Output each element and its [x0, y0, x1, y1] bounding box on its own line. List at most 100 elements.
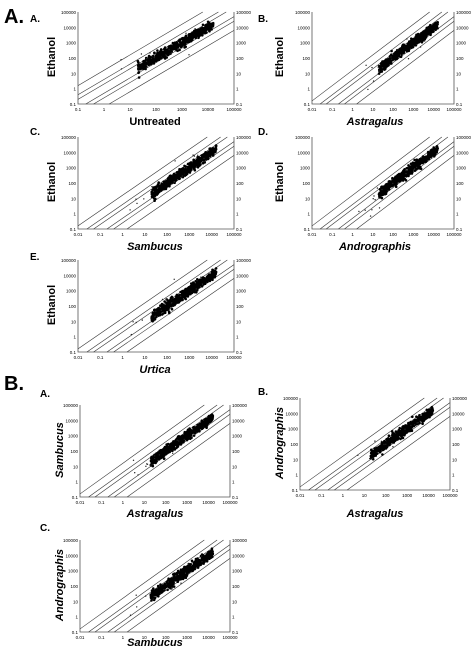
y-tick-label: 100 — [68, 304, 76, 309]
data-point — [388, 180, 392, 184]
data-point — [200, 29, 203, 32]
data-point — [434, 149, 437, 152]
outlier-point — [371, 457, 373, 460]
data-point — [197, 159, 200, 163]
x-tick-label: 100000 — [226, 232, 242, 237]
y-tick-label: 10 — [236, 71, 242, 76]
data-point — [385, 58, 388, 62]
x-tick-label: 100000 — [446, 232, 462, 237]
data-point — [187, 567, 191, 570]
data-point — [380, 70, 384, 73]
data-point — [385, 184, 388, 188]
outlier-point — [392, 446, 394, 448]
point-cloud — [120, 20, 215, 79]
scatter-plot: 0.1 0.1 1 1 10 10 100 100 1000 1000 10000 10000 1000… — [61, 10, 252, 112]
y-tick-label: 10000 — [65, 553, 78, 558]
y-tick-label: 10000 — [232, 418, 245, 423]
data-point — [193, 567, 196, 571]
outlier-point — [203, 157, 205, 160]
outlier-point — [419, 46, 422, 48]
data-point — [179, 568, 183, 571]
data-point — [141, 65, 144, 69]
data-point — [399, 431, 403, 434]
y-tick-label: 0.1 — [292, 488, 299, 493]
data-point — [383, 66, 386, 69]
x-tick-label: 1 — [351, 232, 354, 237]
data-point — [173, 572, 176, 575]
x-tick-label: 100000 — [446, 107, 462, 112]
data-point — [156, 49, 159, 52]
data-point — [152, 192, 155, 196]
y-tick-label: 1 — [75, 615, 78, 620]
data-point — [202, 279, 205, 283]
y-tick-label: 100 — [456, 181, 464, 186]
y-tick-label: 100000 — [452, 396, 468, 401]
data-point — [210, 270, 214, 274]
x-tick-label: 0.01 — [308, 232, 317, 237]
y-tick-label: 0.1 — [70, 227, 77, 232]
x-tick-label: 100 — [163, 232, 171, 237]
data-point — [383, 444, 386, 448]
data-point — [137, 63, 140, 67]
data-point — [173, 443, 177, 447]
data-point — [402, 49, 405, 52]
data-point — [418, 39, 421, 43]
data-point — [188, 171, 192, 174]
data-point — [169, 304, 173, 307]
data-point — [177, 294, 180, 298]
data-point — [197, 283, 201, 287]
outlier-point — [383, 443, 385, 446]
data-point — [209, 556, 213, 560]
data-point — [213, 272, 217, 276]
outlier-point — [358, 210, 360, 213]
y-tick-label: 10000 — [452, 411, 465, 416]
data-point — [425, 416, 429, 419]
data-point — [203, 26, 206, 30]
data-point — [372, 455, 375, 458]
y-tick-label: 10 — [71, 319, 77, 324]
data-point — [166, 299, 170, 302]
panel-letter: E. — [30, 252, 40, 263]
data-point — [173, 298, 177, 302]
data-point — [199, 157, 202, 161]
data-point — [157, 314, 160, 317]
data-point — [193, 282, 196, 286]
x-tick-label: 0.01 — [296, 493, 305, 498]
data-point — [194, 164, 197, 168]
outlier-point — [144, 595, 147, 597]
data-point — [195, 29, 199, 33]
y-tick-label: 0.1 — [304, 227, 311, 232]
y-tick-label: 100000 — [61, 10, 77, 15]
outlier-point — [150, 464, 152, 466]
scatter-plot: 0.1 0.1 1 1 10 10 100 100 1000 1000 10000 10000 1000… — [61, 135, 252, 237]
data-point — [182, 291, 186, 294]
y-tick-label: 100 — [70, 584, 78, 589]
panel-letter: B. — [258, 14, 268, 25]
data-point — [432, 27, 435, 30]
data-point — [178, 170, 182, 174]
y-tick-label: 10 — [456, 71, 462, 76]
data-point — [167, 449, 171, 453]
guide-line — [126, 155, 235, 230]
outlier-point — [371, 66, 373, 69]
data-point — [157, 306, 160, 310]
axis-frame — [311, 137, 455, 230]
data-point — [205, 424, 209, 427]
x-tick-label: 10000 — [205, 355, 218, 360]
outlier-point — [143, 198, 145, 200]
data-point — [156, 310, 159, 313]
data-point — [151, 195, 155, 199]
panel-letter: D. — [258, 127, 268, 138]
y-tick-label: 0.1 — [236, 227, 243, 232]
data-point — [137, 71, 141, 74]
outlier-point — [376, 187, 379, 189]
outlier-point — [178, 440, 180, 442]
data-point — [142, 63, 146, 66]
outlier-point — [377, 66, 379, 68]
y-tick-label: 1 — [456, 87, 459, 92]
data-point — [157, 595, 160, 598]
data-point — [185, 432, 189, 435]
data-point — [172, 582, 175, 586]
y-axis-label: Andrographis — [274, 406, 286, 480]
